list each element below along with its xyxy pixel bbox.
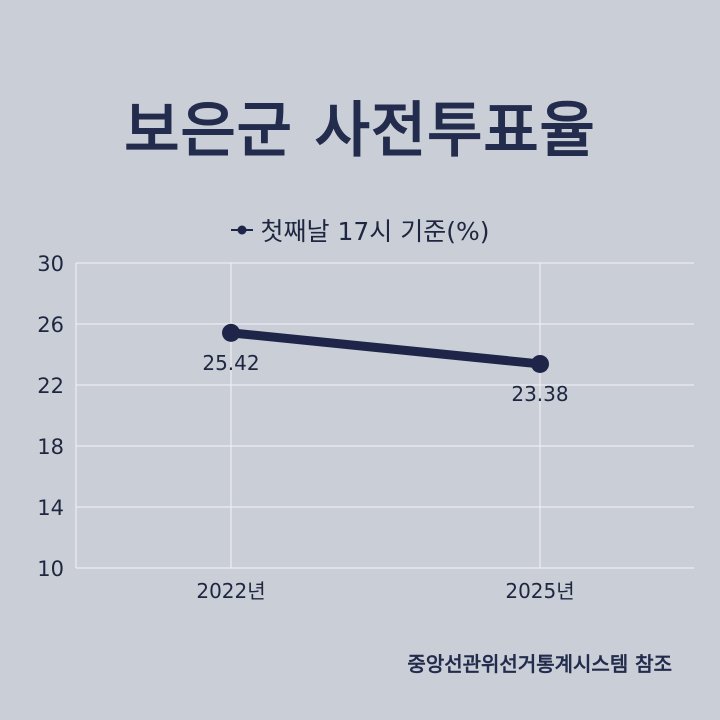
data-label: 23.38 <box>511 382 568 406</box>
chart-title: 보은군 사전투표율 <box>124 96 596 166</box>
y-tick-label: 22 <box>37 374 64 398</box>
data-point <box>222 323 240 342</box>
legend-label: 첫째날 17시 기준(%) <box>260 217 490 246</box>
source-note: 중앙선관위선거통계시스템 참조 <box>407 652 672 676</box>
data-point <box>531 354 549 373</box>
y-tick-label: 14 <box>37 496 64 520</box>
y-tick-label: 10 <box>37 557 64 581</box>
y-tick-label: 26 <box>37 313 64 337</box>
series-line <box>226 328 545 369</box>
y-tick-label: 18 <box>37 435 64 459</box>
legend: 첫째날 17시 기준(%) <box>0 212 720 248</box>
x-tick-label: 2022년 <box>196 579 265 603</box>
x-tick-label: 2025년 <box>505 579 574 603</box>
y-tick-label: 30 <box>37 252 64 276</box>
legend-marker-icon <box>230 225 253 235</box>
data-label: 25.42 <box>202 351 259 375</box>
